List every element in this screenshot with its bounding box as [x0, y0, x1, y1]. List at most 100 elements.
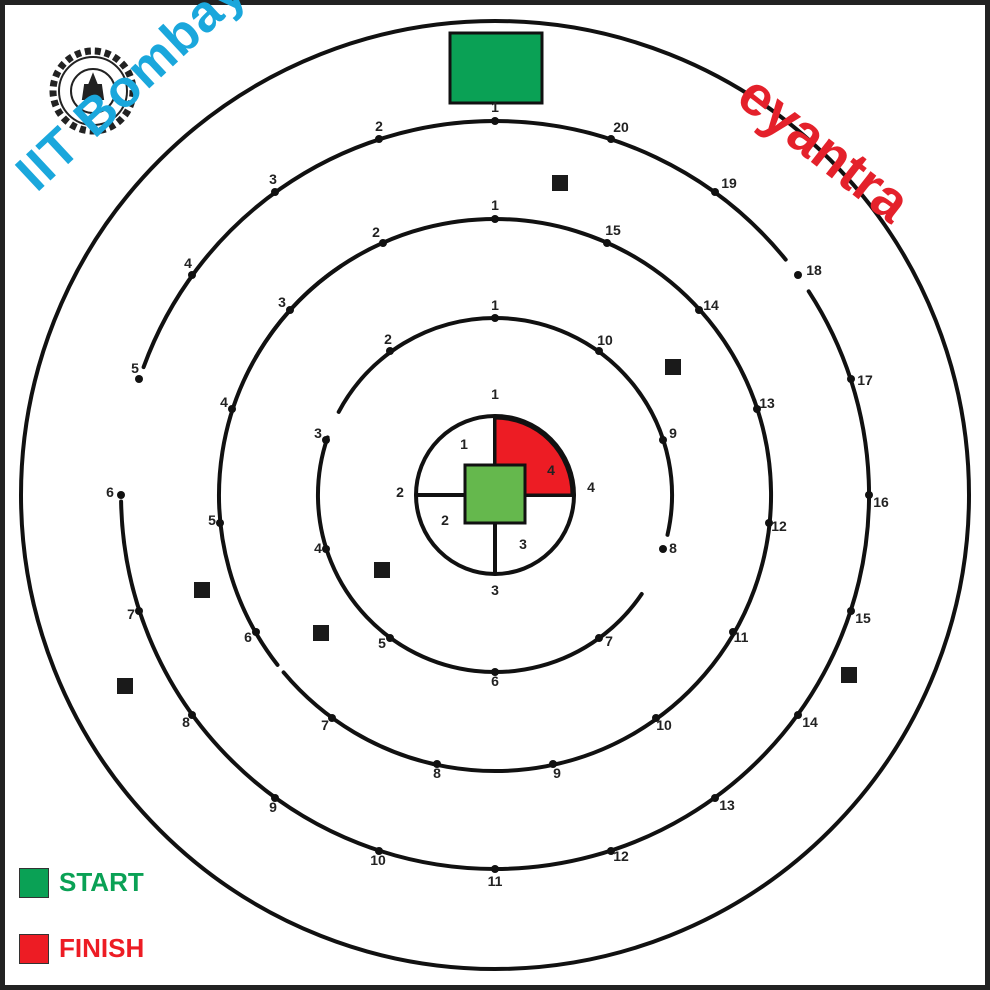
track-node	[322, 436, 330, 444]
track-node	[491, 215, 499, 223]
track-node	[607, 847, 615, 855]
track-node	[711, 794, 719, 802]
obstacle-block	[552, 175, 568, 191]
node-label: 7	[605, 633, 613, 649]
start-swatch	[19, 867, 49, 898]
node-label: 7	[321, 717, 329, 733]
node-label: 2	[396, 484, 404, 500]
node-label: 2	[372, 224, 380, 240]
node-label: 4	[220, 394, 228, 410]
track-node	[375, 847, 383, 855]
node-label: 8	[433, 765, 441, 781]
obstacle-block	[665, 359, 681, 375]
obstacle-block	[117, 678, 133, 694]
obstacle-block	[194, 582, 210, 598]
track-node	[603, 239, 611, 247]
node-label: 1	[491, 297, 499, 313]
outer-arc-top-right	[493, 119, 788, 262]
track-node	[135, 375, 143, 383]
track-node	[659, 545, 667, 553]
track-node	[847, 607, 855, 615]
track-node	[659, 436, 667, 444]
center-sector-label: 3	[519, 536, 527, 552]
track-node	[379, 239, 387, 247]
track-node	[433, 760, 441, 768]
node-label: 13	[719, 797, 735, 813]
track-node	[491, 865, 499, 873]
track-node	[386, 347, 394, 355]
node-label: 4	[314, 540, 322, 556]
track-node	[328, 714, 336, 722]
track-node	[271, 794, 279, 802]
node-label: 11	[734, 629, 749, 645]
track-node	[491, 668, 499, 676]
node-label: 5	[131, 360, 139, 376]
outer-arc-right	[493, 289, 871, 871]
track-node	[794, 711, 802, 719]
node-label: 11	[488, 873, 503, 889]
iit-bombay-seal-icon	[49, 47, 137, 135]
track-node	[847, 375, 855, 383]
track-node	[729, 628, 737, 636]
node-label: 20	[613, 119, 629, 135]
track-node	[135, 607, 143, 615]
node-label: 5	[208, 512, 216, 528]
node-label: 10	[597, 332, 613, 348]
track-node	[271, 188, 279, 196]
center-start-square	[463, 463, 527, 525]
node-label: 7	[127, 606, 135, 622]
center-sector-label: 4	[547, 462, 555, 478]
track-node	[765, 519, 773, 527]
track-node	[753, 405, 761, 413]
node-label: 18	[806, 262, 822, 278]
track-node	[595, 634, 603, 642]
middle-arc-right-bottom	[281, 398, 774, 773]
track-node	[252, 628, 260, 636]
inner-arc-top-right	[493, 316, 674, 537]
node-label: 3	[314, 425, 322, 441]
node-label: 1	[491, 99, 499, 115]
finish-label: FINISH	[59, 933, 145, 963]
node-label: 14	[802, 714, 818, 730]
node-label: 3	[491, 582, 499, 598]
track-node	[695, 306, 703, 314]
node-label: 9	[669, 425, 677, 441]
node-label: 6	[244, 629, 252, 645]
node-label: 6	[106, 484, 114, 500]
track-node	[386, 634, 394, 642]
node-label: 12	[613, 848, 629, 864]
node-label: 2	[375, 118, 383, 134]
track-node	[188, 271, 196, 279]
track-node	[375, 135, 383, 143]
obstacle-block	[313, 625, 329, 641]
track-node	[322, 545, 330, 553]
node-label: 6	[491, 673, 499, 689]
node-label: 15	[605, 222, 621, 238]
node-label: 4	[587, 479, 595, 495]
track-node	[491, 117, 499, 125]
node-label: 9	[269, 799, 277, 815]
track-node	[188, 711, 196, 719]
inner-arc-top-left	[336, 316, 497, 414]
node-label: 8	[669, 540, 677, 556]
track-node	[549, 760, 557, 768]
node-label: 16	[873, 494, 889, 510]
track-node	[865, 491, 873, 499]
node-label: 1	[491, 386, 499, 402]
node-label: 3	[278, 294, 286, 310]
node-layer	[117, 117, 873, 873]
track-node	[117, 491, 125, 499]
node-label: 12	[771, 518, 787, 534]
node-label: 10	[370, 852, 386, 868]
node-label: 14	[703, 297, 719, 313]
zone-layer	[117, 31, 857, 694]
track-node	[216, 519, 224, 527]
obstacle-block	[841, 667, 857, 683]
center-sector-label: 2	[441, 512, 449, 528]
node-label: 10	[656, 717, 672, 733]
obstacle-block	[374, 562, 390, 578]
start-label: START	[59, 867, 144, 897]
